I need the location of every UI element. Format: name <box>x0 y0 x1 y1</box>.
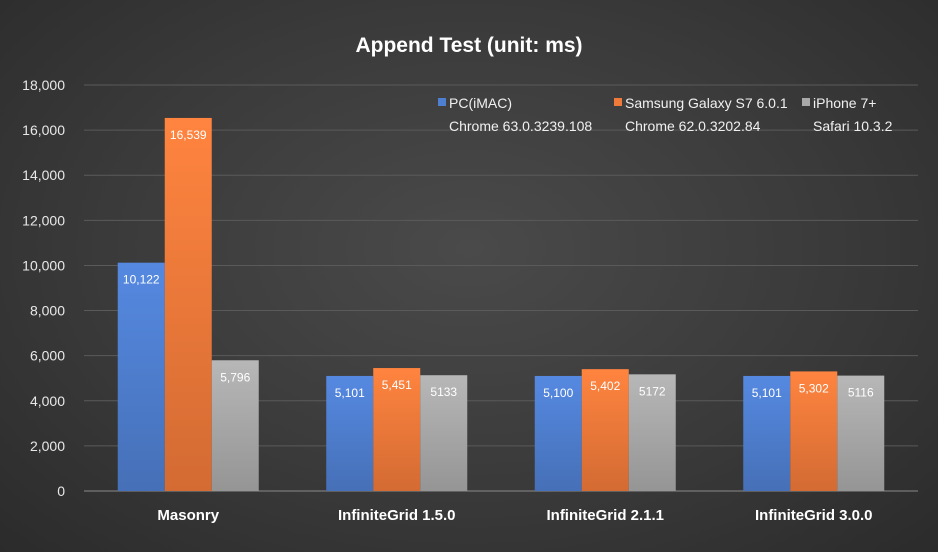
y-tick-label: 4,000 <box>30 393 65 409</box>
chart-title: Append Test (unit: ms) <box>355 34 582 57</box>
data-label: 5,100 <box>543 386 573 400</box>
legend-swatch <box>802 98 810 106</box>
data-label: 5,402 <box>590 379 620 393</box>
data-label: 5133 <box>430 385 457 399</box>
data-label: 16,539 <box>170 128 207 142</box>
bar-1-0 <box>326 375 374 491</box>
legend-series-name: iPhone 7+ <box>813 95 876 111</box>
legend-series-detail: Safari 10.3.2 <box>813 118 893 134</box>
legend-swatch <box>614 98 622 106</box>
y-axis-ticks: 0 2,000 4,000 6,000 8,000 10,000 12,000 14,000 1… <box>22 77 65 499</box>
legend-item-0: PC(iMAC) Chrome 63.0.3239.108 <box>438 95 592 134</box>
bar-2-2 <box>628 374 676 491</box>
legend-item-1: Samsung Galaxy S7 6.0.1 Chrome 62.0.3202.… <box>614 95 788 134</box>
legend-swatch <box>438 98 446 106</box>
bar-2-1 <box>581 369 629 491</box>
x-axis-categories: Masonry InfiniteGrid 1.5.0 InfiniteGrid 2.… <box>157 507 872 524</box>
data-label: 5,101 <box>752 386 782 400</box>
bar-0-0 <box>117 262 165 491</box>
legend: PC(iMAC) Chrome 63.0.3239.108 Samsung Gala… <box>438 95 893 134</box>
bar-0-1 <box>164 117 212 491</box>
bar-2-0 <box>534 375 582 491</box>
bar-3-2 <box>837 375 885 491</box>
category-label: InfiniteGrid 3.0.0 <box>755 507 873 524</box>
bar-1-1 <box>373 368 421 491</box>
data-label: 5,101 <box>335 386 365 400</box>
data-label: 5,796 <box>220 370 250 384</box>
y-tick-label: 16,000 <box>22 122 65 138</box>
data-label: 5,302 <box>799 381 829 395</box>
legend-item-2: iPhone 7+ Safari 10.3.2 <box>802 95 893 134</box>
y-tick-label: 2,000 <box>30 438 65 454</box>
data-label: 5,451 <box>382 378 412 392</box>
data-label: 5116 <box>848 386 874 400</box>
bar-1-2 <box>420 375 468 491</box>
data-label: 10,122 <box>123 273 160 287</box>
category-label: InfiniteGrid 2.1.1 <box>546 507 664 524</box>
data-label: 5172 <box>639 384 666 398</box>
legend-series-name: Samsung Galaxy S7 6.0.1 <box>625 95 788 111</box>
y-tick-label: 12,000 <box>22 212 65 228</box>
y-tick-label: 0 <box>57 483 65 499</box>
y-tick-label: 14,000 <box>22 167 65 183</box>
legend-series-detail: Chrome 63.0.3239.108 <box>449 118 592 134</box>
category-label: Masonry <box>157 507 219 524</box>
y-tick-label: 10,000 <box>22 257 65 273</box>
bar-3-1 <box>790 371 838 491</box>
category-label: InfiniteGrid 1.5.0 <box>338 507 456 524</box>
bar-0-2 <box>211 360 259 491</box>
y-tick-label: 18,000 <box>22 77 65 93</box>
legend-series-name: PC(iMAC) <box>449 95 512 111</box>
data-labels: 10,122 16,539 5,796 5,101 5,451 5133 5,100 5,40… <box>123 128 874 400</box>
bars <box>117 117 885 491</box>
y-tick-label: 6,000 <box>30 348 65 364</box>
legend-series-detail: Chrome 62.0.3202.84 <box>625 118 761 134</box>
bar-3-0 <box>743 375 791 491</box>
y-tick-label: 8,000 <box>30 303 65 319</box>
